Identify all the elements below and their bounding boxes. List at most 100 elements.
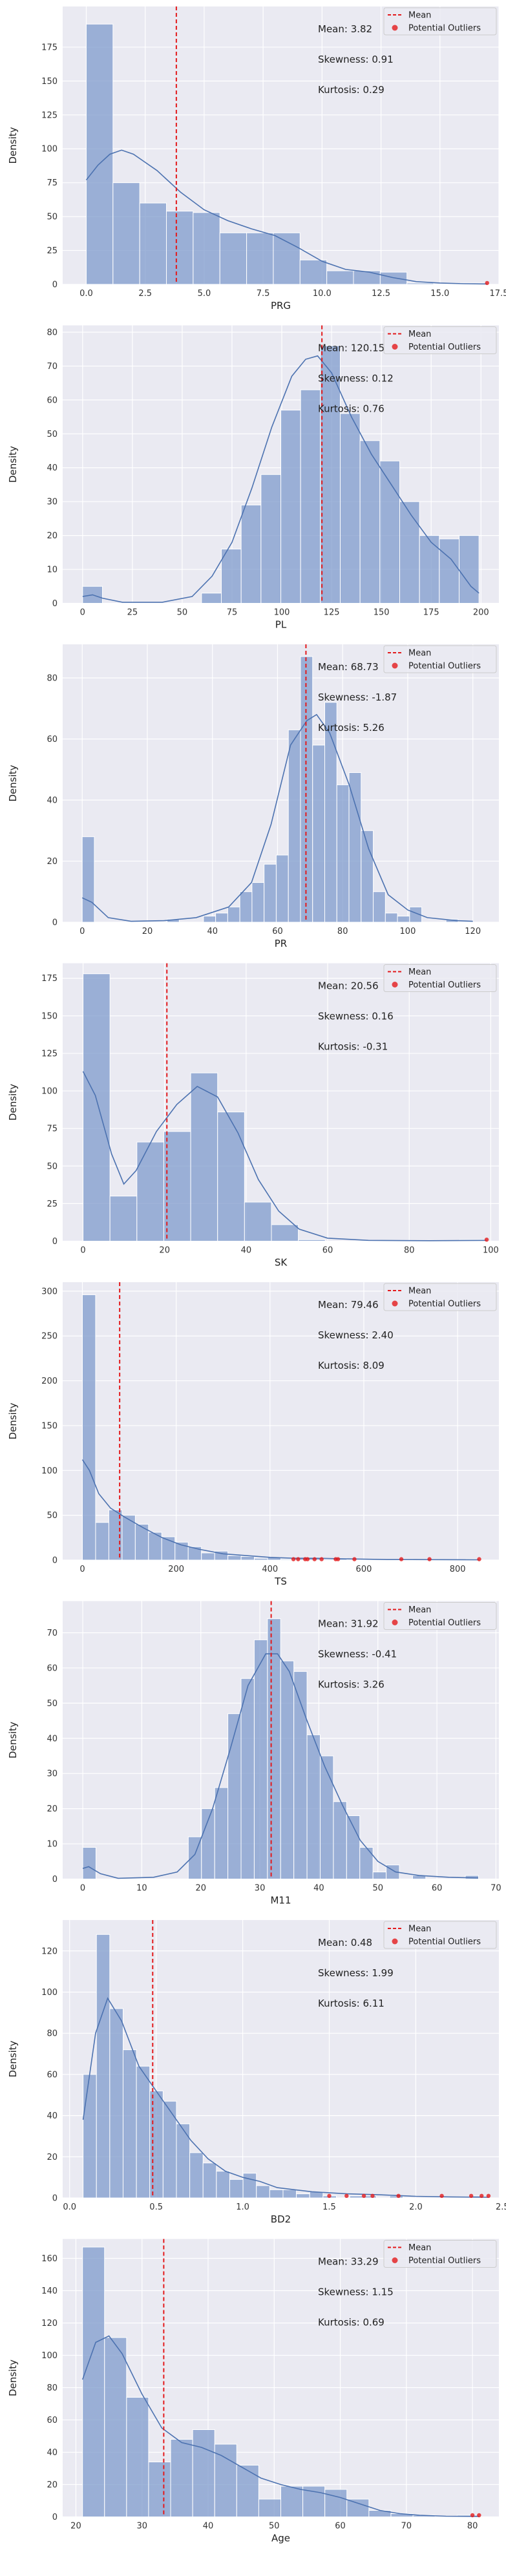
stat-annotation: Mean: 20.56 — [318, 980, 379, 992]
stat-annotation: Skewness: 0.16 — [318, 1011, 394, 1022]
outlier-point — [296, 1557, 300, 1561]
y-tick-label: 30 — [47, 1769, 58, 1779]
x-tick-label: 40 — [207, 927, 218, 936]
legend: Mean Potential Outliers — [383, 645, 497, 673]
stat-annotation: Kurtosis: 0.29 — [318, 84, 385, 96]
x-tick-label: 100 — [400, 927, 416, 936]
histogram-bar — [320, 345, 341, 604]
histogram-bar — [254, 1557, 268, 1561]
legend-mean-label: Mean — [408, 1925, 431, 1934]
y-tick-label: 100 — [41, 2351, 58, 2361]
y-tick-label: 60 — [47, 2070, 58, 2080]
histogram-bar — [267, 1618, 281, 1879]
x-tick-label: 30 — [255, 1884, 266, 1894]
legend-box — [383, 1602, 497, 1630]
x-tick-label: 0.5 — [149, 2202, 163, 2212]
legend: Mean Potential Outliers — [383, 2240, 497, 2268]
stat-annotation: Mean: 120.15 — [318, 343, 385, 354]
stat-annotation: Kurtosis: 0.69 — [318, 2317, 385, 2328]
histogram-bar — [288, 729, 301, 923]
chart-bd2: 0.0 0.5 1.0 1.5 2.0 2.5 0 20 40 60 80 100 120 Mean: 0… — [7, 1920, 506, 2225]
legend-outlier-swatch — [392, 662, 398, 669]
stat-annotation: Skewness: -1.87 — [318, 692, 397, 703]
y-tick-label: 20 — [47, 1804, 58, 1814]
x-tick-label: 40 — [203, 2522, 214, 2531]
x-tick-label: 0 — [80, 1246, 85, 1256]
histogram-bar — [193, 212, 220, 285]
histogram-bar — [299, 259, 328, 285]
legend-box — [383, 326, 497, 354]
histogram-bar — [83, 2074, 97, 2199]
histogram-bar — [397, 916, 410, 923]
histogram-bar — [216, 2171, 230, 2199]
y-tick-label: 200 — [41, 1377, 58, 1386]
outlier-point — [486, 2193, 491, 2199]
y-tick-label: 100 — [41, 1466, 58, 1476]
histogram-bar — [379, 271, 408, 285]
y-tick-label: 10 — [47, 1840, 58, 1850]
y-tick-label: 140 — [41, 2286, 58, 2296]
kde-curve — [81, 2335, 480, 2517]
x-tick-label: 1.0 — [236, 2202, 249, 2212]
x-axis-label: PR — [275, 938, 287, 949]
histogram-bar — [126, 2397, 149, 2517]
histogram-bar — [85, 23, 114, 285]
y-tick-label: 250 — [41, 1332, 58, 1342]
histogram-bar — [227, 1713, 242, 1880]
y-tick-label: 120 — [41, 1947, 58, 1956]
x-tick-label: 0 — [79, 927, 85, 936]
x-axis-label: PRG — [271, 300, 291, 311]
legend-outliers-label: Potential Outliers — [408, 662, 481, 671]
y-tick-label: 0 — [52, 280, 58, 290]
legend-outlier-swatch — [392, 344, 398, 350]
y-tick-label: 160 — [41, 2254, 58, 2264]
histogram-bar — [302, 2486, 326, 2517]
histogram-bar — [149, 2090, 163, 2199]
histogram-bar — [300, 389, 321, 604]
histogram-bar — [109, 2008, 123, 2199]
legend-mean-label: Mean — [408, 2243, 431, 2253]
y-tick-label: 125 — [41, 1049, 58, 1059]
stat-annotation: Skewness: 1.15 — [318, 2286, 394, 2298]
histogram-bar — [348, 772, 362, 923]
x-tick-label: 200 — [473, 608, 489, 618]
legend: Mean Potential Outliers — [383, 7, 497, 36]
y-tick-label: 40 — [47, 796, 58, 805]
outlier-point — [480, 2193, 484, 2199]
x-tick-label: 2.5 — [496, 2202, 506, 2212]
y-tick-label: 70 — [47, 1629, 58, 1638]
y-tick-label: 0 — [52, 1237, 58, 1247]
stat-annotation: Skewness: 2.40 — [318, 1329, 394, 1341]
legend-outliers-label: Potential Outliers — [408, 1618, 481, 1628]
histogram-bar — [280, 1660, 295, 1880]
y-tick-label: 150 — [41, 77, 58, 87]
legend: Mean Potential Outliers — [383, 1283, 497, 1311]
histogram-bar — [353, 270, 381, 285]
histogram-bar — [349, 2195, 364, 2199]
histogram-bar — [385, 913, 398, 923]
y-axis-label: Density — [7, 1084, 19, 1121]
legend-outliers-label: Potential Outliers — [408, 980, 481, 990]
y-tick-label: 60 — [47, 735, 58, 744]
y-tick-label: 60 — [47, 2416, 58, 2425]
y-tick-label: 20 — [47, 2153, 58, 2162]
legend-outlier-swatch — [392, 25, 398, 31]
x-tick-label: 100 — [483, 1246, 499, 1256]
histogram-bar — [227, 1555, 242, 1561]
outlier-point — [291, 1557, 296, 1561]
x-tick-label: 10.0 — [313, 289, 332, 299]
y-tick-label: 60 — [47, 396, 58, 405]
histogram-bar — [333, 1801, 347, 1880]
histogram-bar — [306, 1734, 321, 1879]
histogram-bar — [336, 784, 350, 923]
kde-curve — [82, 355, 480, 603]
legend-mean-label: Mean — [408, 1605, 431, 1615]
histogram-bar — [227, 906, 240, 923]
stat-annotation: Kurtosis: -0.31 — [318, 1041, 388, 1053]
stat-annotation: Kurtosis: 5.26 — [318, 722, 385, 734]
x-tick-label: 17.5 — [490, 289, 506, 299]
x-tick-label: 150 — [374, 608, 390, 618]
x-tick-label: 20 — [142, 927, 153, 936]
y-axis-label: Density — [7, 1722, 19, 1758]
